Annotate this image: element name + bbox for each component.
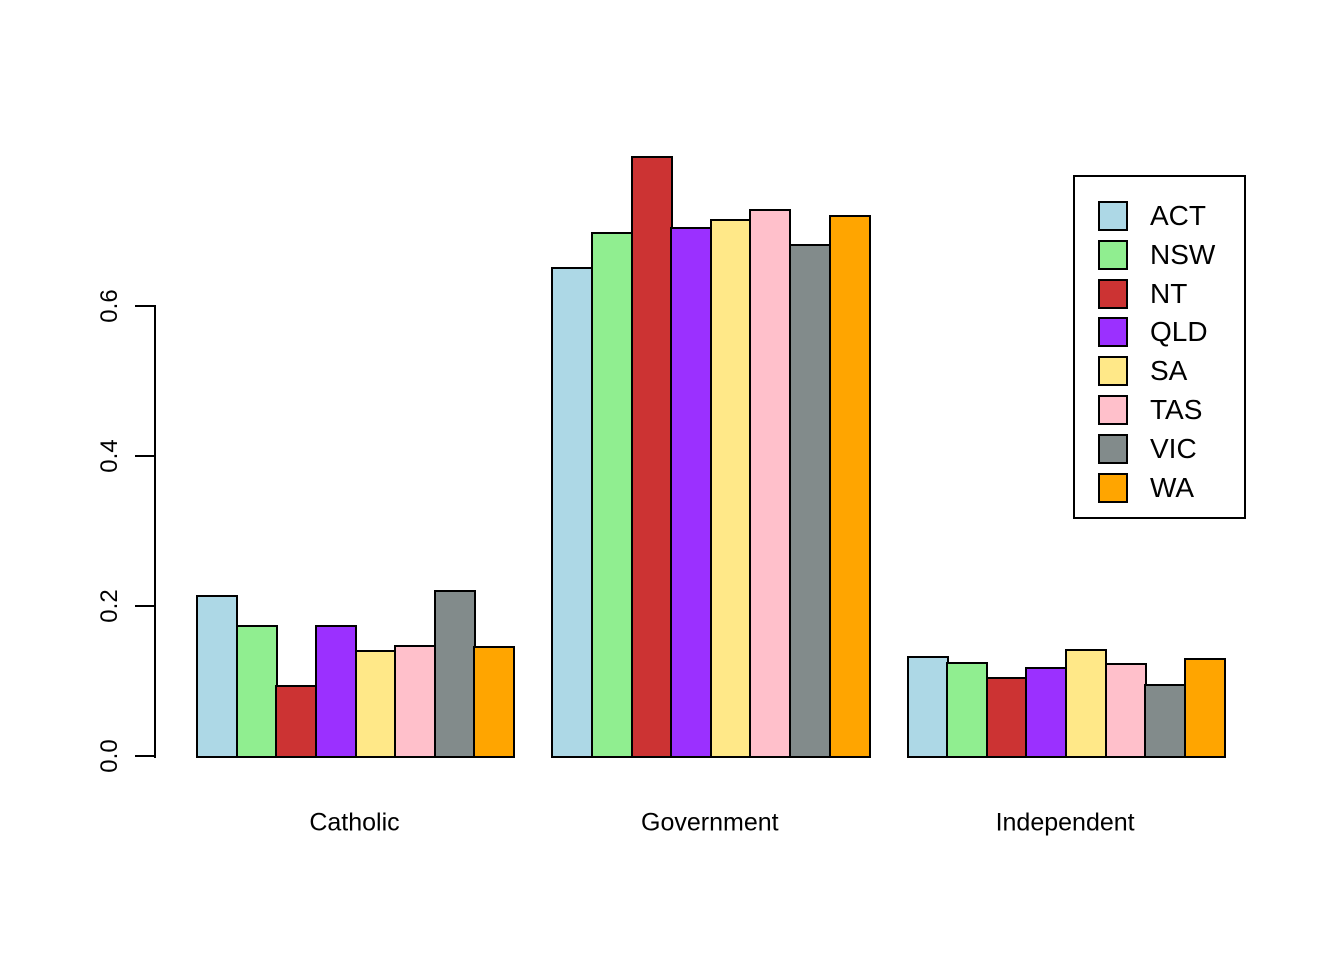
legend-swatch-act: [1098, 201, 1128, 231]
y-tick-label: 0.0: [96, 739, 123, 773]
category-label-government: Government: [641, 808, 779, 837]
y-tick-mark: [135, 455, 156, 457]
bar-catholic-tas: [394, 645, 436, 758]
y-tick-label: 0.6: [96, 289, 123, 323]
bar-catholic-nt: [275, 685, 317, 758]
bar-government-tas: [749, 209, 791, 758]
y-tick-mark: [135, 305, 156, 307]
legend-swatch-qld: [1098, 317, 1128, 348]
legend-swatch-vic: [1098, 433, 1128, 464]
y-tick-mark: [135, 605, 156, 607]
bar-government-nsw: [591, 232, 633, 758]
legend-label-vic: VIC: [1150, 432, 1197, 464]
legend-swatch-tas: [1098, 395, 1128, 425]
bar-independent-act: [907, 656, 949, 758]
bar-catholic-act: [196, 595, 238, 758]
category-label-catholic: Catholic: [309, 808, 400, 837]
y-tick-label: 0.2: [96, 589, 123, 623]
category-label-independent: Independent: [995, 808, 1135, 837]
bar-government-wa: [829, 215, 871, 758]
legend-label-nt: NT: [1150, 277, 1188, 309]
legend-label-act: ACT: [1150, 200, 1206, 231]
bar-government-nt: [631, 156, 673, 758]
bar-catholic-qld: [315, 625, 357, 758]
bar-independent-nt: [986, 677, 1028, 758]
legend-label-nsw: NSW: [1150, 238, 1216, 270]
bar-government-act: [551, 267, 593, 758]
bar-government-vic: [789, 244, 831, 758]
bar-catholic-sa: [355, 650, 397, 758]
legend-label-qld: QLD: [1150, 316, 1208, 348]
y-tick-mark: [135, 755, 156, 757]
y-axis-line: [154, 305, 156, 758]
y-tick-label: 0.4: [96, 439, 123, 473]
bar-government-sa: [710, 219, 752, 758]
bar-independent-qld: [1025, 667, 1067, 758]
legend-label-tas: TAS: [1150, 394, 1203, 425]
bar-catholic-wa: [473, 646, 515, 758]
legend-swatch-wa: [1098, 472, 1128, 503]
bar-government-qld: [670, 227, 712, 758]
legend-swatch-nsw: [1098, 239, 1128, 270]
legend-label-sa: SA: [1150, 355, 1188, 387]
bar-catholic-nsw: [236, 625, 278, 758]
legend-box: ACT NSW NT QLD SA TAS VIC WA: [1073, 175, 1246, 519]
legend-label-wa: WA: [1150, 471, 1195, 503]
bar-independent-vic: [1144, 684, 1186, 758]
legend-swatch-nt: [1098, 278, 1128, 309]
bar-independent-nsw: [946, 662, 988, 758]
bar-independent-sa: [1065, 649, 1107, 758]
bar-catholic-vic: [434, 590, 476, 758]
bar-independent-wa: [1184, 658, 1226, 758]
bar-independent-tas: [1105, 663, 1147, 758]
legend-swatch-sa: [1098, 356, 1128, 387]
